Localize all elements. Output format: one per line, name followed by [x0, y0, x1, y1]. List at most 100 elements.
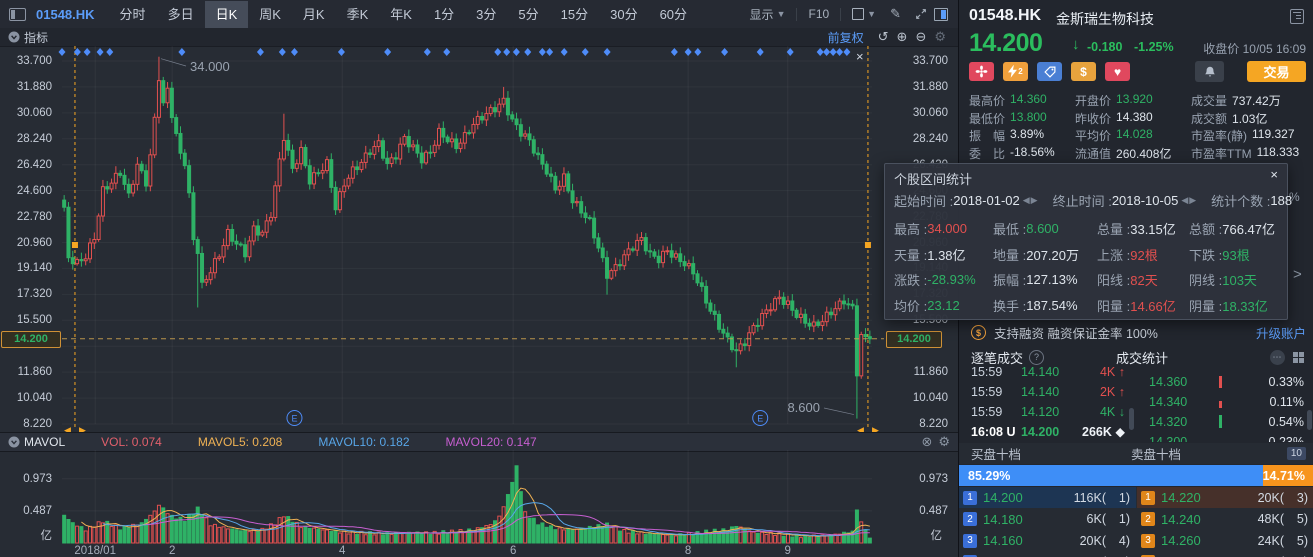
- kline-chart[interactable]: ◀ ▶ ◀ ▶ 34.000 8.600 E E: [0, 46, 958, 432]
- quote-stat: 成交额 1.03亿: [1191, 111, 1268, 126]
- period-tab-多日[interactable]: 多日: [167, 6, 194, 22]
- trade-button[interactable]: 交易: [1247, 61, 1306, 82]
- help-icon[interactable]: ?: [1029, 349, 1045, 365]
- ask-depth-row[interactable]: 1 14.220 20K(3): [1137, 487, 1313, 508]
- range-stat-cell: 振幅 :127.13%: [993, 272, 1078, 289]
- bid-depth-row[interactable]: 414.14016K(4): [959, 552, 1136, 557]
- fullscreen-button[interactable]: [915, 8, 927, 20]
- mavol-collapse-icon[interactable]: [8, 436, 20, 448]
- range-stats-panel: 个股区间统计 × 起始时间 :2018-01-02 ◀▶ 终止时间 :2018-10…: [884, 163, 1292, 320]
- period-tab-日K[interactable]: 日K: [204, 0, 249, 28]
- alert-bell-button[interactable]: [1195, 61, 1224, 82]
- price-tick: 8.220: [919, 418, 948, 430]
- svg-text:▶: ▶: [872, 425, 879, 432]
- ask-depth-row[interactable]: 3 14.260 24K(5): [1137, 530, 1313, 551]
- bid-depth-row[interactable]: 2 14.180 6K(1): [959, 509, 1136, 530]
- time-tick: 9: [784, 545, 791, 557]
- scrollbar[interactable]: [1307, 410, 1312, 430]
- volume-chart[interactable]: [0, 450, 958, 545]
- quote-symbol: 01548.HK: [969, 7, 1042, 24]
- grid-view-icon[interactable]: [1293, 351, 1304, 363]
- range-time-item[interactable]: 起始时间 :2018-01-02 ◀▶: [894, 192, 1039, 209]
- indicator-label[interactable]: 指标: [24, 30, 49, 45]
- more-options-icon[interactable]: ⋯: [1270, 349, 1285, 365]
- dollar-finance-icon[interactable]: $: [1071, 62, 1096, 81]
- chart-style-button[interactable]: ▼: [852, 8, 876, 20]
- tick-row: 15:59 14.120 4K ↓: [971, 405, 1125, 419]
- adjust-mode-link[interactable]: 前复权: [827, 30, 864, 45]
- price-tick: 11.860: [913, 366, 948, 379]
- gear-icon[interactable]: ⚙: [934, 29, 946, 44]
- panel-toggle-button[interactable]: [934, 7, 948, 21]
- range-time-item[interactable]: 终止时间 :2018-10-05 ◀▶: [1052, 192, 1198, 209]
- date-stepper-arrows[interactable]: ◀▶: [1181, 194, 1198, 205]
- range-stat-cell: 最高 :34.000: [894, 221, 967, 238]
- indicator-collapse-icon[interactable]: [8, 31, 20, 43]
- date-stepper-arrows[interactable]: ◀▶: [1022, 194, 1039, 205]
- trade-stat-row: 14.300 0.23%: [1141, 432, 1313, 442]
- close-indicator-icon[interactable]: ⊗: [921, 434, 933, 449]
- news-icon[interactable]: [1290, 9, 1304, 24]
- period-tab-5分[interactable]: 5分: [518, 6, 539, 22]
- favorite-heart-icon[interactable]: ♥: [1105, 62, 1130, 81]
- period-tab-3分[interactable]: 3分: [476, 6, 497, 22]
- mavol-legend-item: VOL: 0.074: [101, 435, 162, 449]
- chart-overlay-close-icon[interactable]: ×: [856, 49, 864, 64]
- scrollbar[interactable]: [1129, 408, 1134, 430]
- price-tick: 17.320: [16, 288, 52, 301]
- price-tick: 31.880: [912, 80, 948, 93]
- price-tick: 28.240: [912, 132, 948, 145]
- bid-depth-row[interactable]: 3 14.160 20K(4): [959, 530, 1136, 551]
- depth-table[interactable]: 114.200116K(1)214.1806K(1)314.16020K(4)4…: [959, 487, 1313, 557]
- indicator-right-group: 前复权 ↺ ⊕ ⊖ ⚙: [828, 29, 950, 46]
- tab-tick-trades[interactable]: 逐笔成交: [971, 350, 1024, 366]
- period-tab-1分[interactable]: 1分: [433, 6, 455, 22]
- price-tick: 33.700: [16, 55, 52, 67]
- display-dropdown[interactable]: 显示 ▼: [749, 7, 786, 22]
- period-tab-月K[interactable]: 月K: [302, 6, 325, 22]
- mavol-legend-item: MAVOL5: 0.208: [197, 435, 283, 449]
- tick-trade-list[interactable]: 15:59 14.140 4K ↑ 15:59 14.140 2K ↑ 15:59 14.12…: [959, 366, 1135, 442]
- period-tab-分时[interactable]: 分时: [119, 6, 146, 22]
- upgrade-account-link[interactable]: 升级账户: [1255, 327, 1306, 341]
- depth-header: 买盘十档 卖盘十档 10: [959, 443, 1313, 464]
- period-tab-15分[interactable]: 15分: [560, 6, 589, 22]
- ask-depth-row[interactable]: 2 14.240 48K(5): [1137, 509, 1313, 530]
- coin-icon: $: [971, 325, 986, 340]
- tick-row: 15:59 14.140 2K ↑: [971, 385, 1125, 399]
- period-tab-季K[interactable]: 季K: [346, 6, 369, 22]
- depth-levels-badge[interactable]: 10: [1286, 447, 1306, 460]
- window-layout-icon[interactable]: [9, 7, 26, 21]
- period-tab-周K[interactable]: 周K: [259, 6, 281, 22]
- trade-stats-list[interactable]: 14.360 0.33% 14.340 0.11% 14.320 0.54% 14.300 0…: [1141, 366, 1313, 442]
- price-tick: 20.960: [16, 236, 52, 249]
- gear-icon[interactable]: ⚙: [938, 434, 950, 449]
- close-icon[interactable]: ×: [1270, 167, 1278, 182]
- toolbar-symbol[interactable]: 01548.HK: [36, 6, 95, 22]
- chevron-down-icon: ▼: [776, 9, 786, 19]
- bid-depth-row[interactable]: 1 14.200 116K(1): [959, 487, 1136, 508]
- svg-text:8.600: 8.600: [787, 400, 820, 415]
- zoom-out-icon[interactable]: ⊖: [915, 29, 927, 44]
- trade-stat-row: 14.320 0.54%: [1149, 415, 1304, 429]
- tick-row: 16:08 U 14.200 266K ◆: [971, 425, 1125, 439]
- chevron-right-icon[interactable]: >: [1293, 266, 1302, 283]
- level2-quotes-icon[interactable]: 2: [1003, 62, 1028, 81]
- period-tabs: 分时 多日 日K 周K 月K 季K 年K 1分 3分 5分 15分 30分 60分: [109, 0, 699, 28]
- bid-depth-title: 买盘十档: [971, 448, 1022, 462]
- draw-pen-button[interactable]: ✎: [890, 6, 901, 21]
- hk-market-icon: [969, 62, 994, 81]
- period-tab-年K[interactable]: 年K: [390, 6, 412, 22]
- period-tab-30分[interactable]: 30分: [610, 6, 638, 22]
- undo-icon[interactable]: ↺: [877, 29, 889, 44]
- f10-button[interactable]: F10: [808, 7, 830, 21]
- tab-trade-stats[interactable]: 成交统计: [1116, 350, 1169, 366]
- price-tick: 26.420: [16, 158, 52, 171]
- trade-stat-row: 14.340 0.11%: [1149, 395, 1304, 409]
- label-tag-icon[interactable]: [1037, 62, 1062, 81]
- quote-stats-grid: 最高价 14.360 开盘价 13.920 成交量 737.42万 最低价 13.800 昨收价…: [969, 92, 1307, 162]
- period-tab-60分[interactable]: 60分: [659, 6, 688, 22]
- zoom-in-icon[interactable]: ⊕: [896, 29, 908, 44]
- ask-depth-row[interactable]: 414.280110K(10): [1137, 552, 1313, 557]
